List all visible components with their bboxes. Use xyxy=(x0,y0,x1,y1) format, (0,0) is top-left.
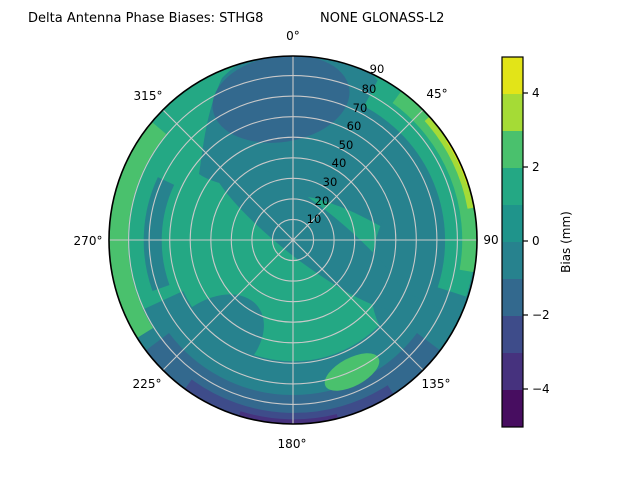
colorbar-frame xyxy=(501,56,524,428)
angle-label-135: 135° xyxy=(422,377,451,391)
colorbar: 4 2 0 −2 −4 Bias (mm) xyxy=(501,56,573,428)
polar-outline xyxy=(108,55,478,425)
angle-label-0: 0° xyxy=(286,29,300,43)
colorbar-seg-m3-m2 xyxy=(502,316,523,353)
radius-label-70: 70 xyxy=(353,101,368,115)
colorbar-seg-4-5 xyxy=(502,57,523,94)
contour-east-yellowgreen-sliver xyxy=(424,114,477,209)
contour-field xyxy=(109,56,477,424)
contour-east-bright-band xyxy=(392,90,477,273)
colorbar-seg-2-3 xyxy=(502,131,523,168)
colorbar-axis-label: Bias (mm) xyxy=(559,211,573,273)
colorbar-seg-m4-m3 xyxy=(502,353,523,390)
angle-label-45: 45° xyxy=(426,87,447,101)
angle-label-180: 180° xyxy=(278,437,307,451)
contour-west-bright-band xyxy=(109,121,167,339)
colorbar-seg-3-4 xyxy=(502,94,523,131)
colorbar-ticklabel-2: 2 xyxy=(532,160,540,174)
figure-title-left: Delta Antenna Phase Biases: STHG8 xyxy=(28,11,263,26)
contour-east-green-strip xyxy=(363,79,476,297)
colorbar-seg-1-2 xyxy=(502,168,523,205)
angle-label-225: 225° xyxy=(133,377,162,391)
radius-label-80: 80 xyxy=(362,82,377,96)
radius-label-60: 60 xyxy=(347,119,362,133)
figure-title-right: NONE GLONASS-L2 xyxy=(320,11,444,26)
polar-grid xyxy=(109,56,477,424)
colorbar-ticks xyxy=(523,92,528,390)
grid-spoke-135-315 xyxy=(162,109,424,371)
radius-label-30: 30 xyxy=(323,175,338,189)
radius-label-50: 50 xyxy=(339,138,354,152)
angle-label-315: 315° xyxy=(134,89,163,103)
colorbar-ticklabel-0: 0 xyxy=(532,234,540,248)
radius-label-90: 90 xyxy=(370,62,385,76)
colorbar-ticklabel-m2: −2 xyxy=(532,308,550,322)
radius-label-10: 10 xyxy=(307,212,322,226)
contour-southeast-patch xyxy=(324,353,380,391)
colorbar-seg-0-1 xyxy=(502,205,523,242)
angle-label-270: 270° xyxy=(74,234,103,248)
colorbar-seg-m5-m4 xyxy=(502,390,523,427)
angular-labels: 0° 45° 90 135° 180° 225° 270° 315° xyxy=(74,29,499,451)
colorbar-tick-labels: 4 2 0 −2 −4 xyxy=(532,86,550,396)
radial-labels: 10 20 30 40 50 60 70 80 90 xyxy=(307,62,385,226)
colorbar-ticklabel-4: 4 xyxy=(532,86,540,100)
colorbar-seg-m1-0 xyxy=(502,242,523,279)
colorbar-ticklabel-m4: −4 xyxy=(532,382,550,396)
colorbar-seg-m2-m1 xyxy=(502,279,523,316)
radius-label-40: 40 xyxy=(332,156,347,170)
radius-label-20: 20 xyxy=(315,194,330,208)
contour-center-band xyxy=(210,153,406,311)
angle-label-90: 90 xyxy=(483,233,498,247)
contour-left-teal-finger xyxy=(143,177,175,292)
